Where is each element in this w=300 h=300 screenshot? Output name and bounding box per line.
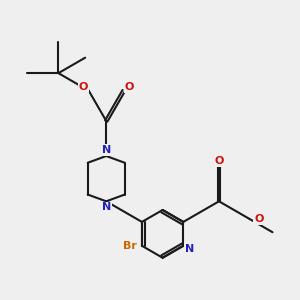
Text: N: N [102, 145, 111, 155]
Text: O: O [214, 156, 224, 167]
Text: N: N [102, 202, 111, 212]
Text: Br: Br [123, 241, 137, 251]
Text: O: O [79, 82, 88, 92]
Text: O: O [124, 82, 134, 92]
Text: O: O [254, 214, 264, 224]
Text: N: N [185, 244, 194, 254]
